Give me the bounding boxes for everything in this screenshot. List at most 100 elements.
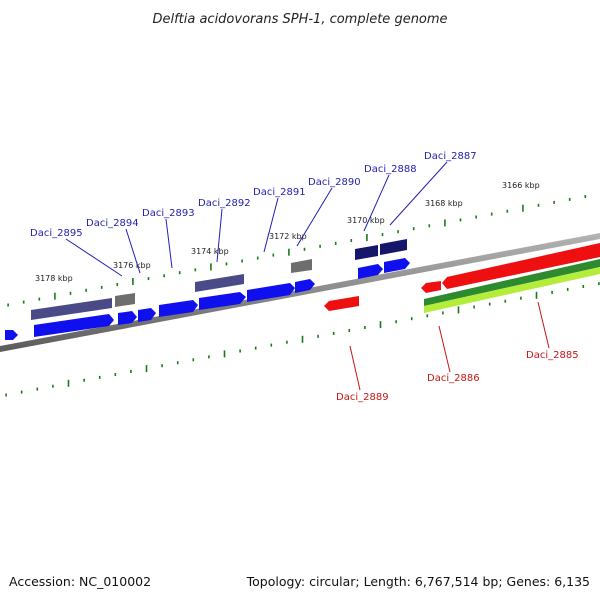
minor-tick: [459, 218, 462, 222]
minor-tick: [194, 268, 197, 272]
minor-tick: [7, 303, 9, 307]
minor-tick: [256, 256, 259, 260]
gene-arrow[interactable]: [199, 292, 246, 310]
minor-tick: [381, 233, 384, 237]
forward-genes: [5, 239, 410, 340]
minor-tick: [270, 343, 273, 347]
gene-arrow[interactable]: [247, 283, 295, 302]
accession-text: Accession: NC_010002: [9, 574, 151, 589]
minor-tick: [319, 244, 321, 248]
gene-block[interactable]: [195, 274, 244, 292]
minor-tick: [147, 277, 150, 281]
major-tick: [457, 306, 460, 314]
gene-block[interactable]: [291, 259, 312, 273]
gene-arrow[interactable]: [159, 300, 198, 317]
gene-arrow[interactable]: [5, 330, 18, 340]
gene-label[interactable]: Daci_2894: [86, 218, 139, 229]
gene-block[interactable]: [115, 293, 135, 307]
outer-tick-row: [7, 195, 587, 307]
gene-block[interactable]: [424, 259, 600, 306]
minor-tick: [98, 375, 101, 379]
major-tick: [301, 335, 304, 343]
inner-tick-row: [5, 282, 600, 397]
minor-tick: [20, 390, 23, 394]
minor-tick: [163, 274, 165, 278]
minor-tick: [208, 355, 210, 359]
minor-tick: [114, 373, 117, 376]
major-tick: [223, 350, 226, 358]
forward-gene-labels: Daci_2895 Daci_2894 Daci_2893 Daci_2892 …: [30, 151, 477, 239]
backbone-line: [0, 233, 600, 353]
minor-tick: [410, 317, 413, 321]
gene-arrow[interactable]: [118, 311, 137, 325]
gene-arrow[interactable]: [384, 258, 410, 273]
minor-tick: [551, 290, 553, 294]
kbp-label: 3170 kbp: [347, 216, 385, 225]
gene-block[interactable]: [380, 239, 407, 255]
gene-block[interactable]: [355, 245, 378, 260]
minor-tick: [303, 247, 306, 251]
minor-tick: [566, 287, 569, 291]
minor-tick: [488, 302, 491, 306]
minor-tick: [537, 203, 540, 207]
major-tick: [444, 219, 446, 227]
minor-tick: [598, 282, 600, 286]
minor-tick: [239, 349, 241, 353]
minor-tick: [395, 320, 397, 324]
major-tick: [288, 248, 290, 256]
minor-tick: [397, 230, 399, 234]
gene-block[interactable]: [31, 298, 112, 320]
gene-arrow[interactable]: [295, 279, 315, 293]
minor-tick: [178, 271, 181, 275]
minor-tick: [428, 224, 431, 228]
gene-label[interactable]: Daci_2893: [142, 208, 195, 219]
minor-tick: [5, 393, 7, 397]
minor-tick: [568, 197, 571, 201]
gene-label[interactable]: Daci_2886: [427, 373, 480, 384]
minor-tick: [350, 239, 353, 242]
minor-tick: [412, 227, 415, 231]
minor-tick: [272, 253, 275, 257]
minor-tick: [225, 262, 228, 266]
minor-tick: [52, 384, 54, 388]
minor-tick: [116, 283, 119, 286]
major-tick: [54, 292, 56, 300]
gene-label[interactable]: Daci_2891: [253, 187, 306, 198]
kbp-label: 3166 kbp: [502, 181, 540, 190]
minor-tick: [442, 311, 444, 315]
minor-tick: [192, 358, 195, 362]
minor-tick: [582, 285, 585, 288]
minor-tick: [490, 212, 493, 216]
topology-summary: Topology: circular; Length: 6,767,514 bp…: [246, 574, 590, 589]
gene-label[interactable]: Daci_2888: [364, 164, 417, 175]
gene-label[interactable]: Daci_2895: [30, 228, 83, 239]
gene-arrow[interactable]: [421, 281, 441, 293]
minor-tick: [426, 314, 429, 318]
major-tick: [379, 321, 382, 329]
minor-tick: [69, 291, 72, 295]
major-tick: [366, 234, 368, 241]
reverse-gene-labels: Daci_2889 Daci_2886 Daci_2885: [336, 350, 579, 403]
gene-label[interactable]: Daci_2890: [308, 177, 361, 188]
gene-arrow[interactable]: [442, 243, 600, 289]
gene-label[interactable]: Daci_2887: [424, 151, 477, 162]
gene-label[interactable]: Daci_2885: [526, 350, 579, 361]
gene-block[interactable]: [424, 267, 600, 313]
gene-leader-lines: [65, 161, 550, 391]
gene-label[interactable]: Daci_2889: [336, 392, 389, 403]
minor-tick: [473, 305, 475, 309]
kbp-label: 3176 kbp: [113, 261, 151, 270]
gene-label[interactable]: Daci_2892: [198, 198, 251, 209]
minor-tick: [317, 334, 319, 338]
kbp-labels: 3178 kbp 3176 kbp 3174 kbp 3172 kbp 3170…: [35, 181, 540, 283]
minor-tick: [176, 361, 179, 365]
minor-tick: [254, 346, 257, 350]
minor-tick: [161, 364, 163, 368]
gene-arrow[interactable]: [138, 308, 156, 322]
minor-tick: [241, 259, 243, 263]
gene-arrow[interactable]: [324, 296, 359, 311]
minor-tick: [85, 288, 87, 292]
gene-arrow[interactable]: [34, 314, 114, 337]
gene-arrow[interactable]: [358, 264, 383, 279]
